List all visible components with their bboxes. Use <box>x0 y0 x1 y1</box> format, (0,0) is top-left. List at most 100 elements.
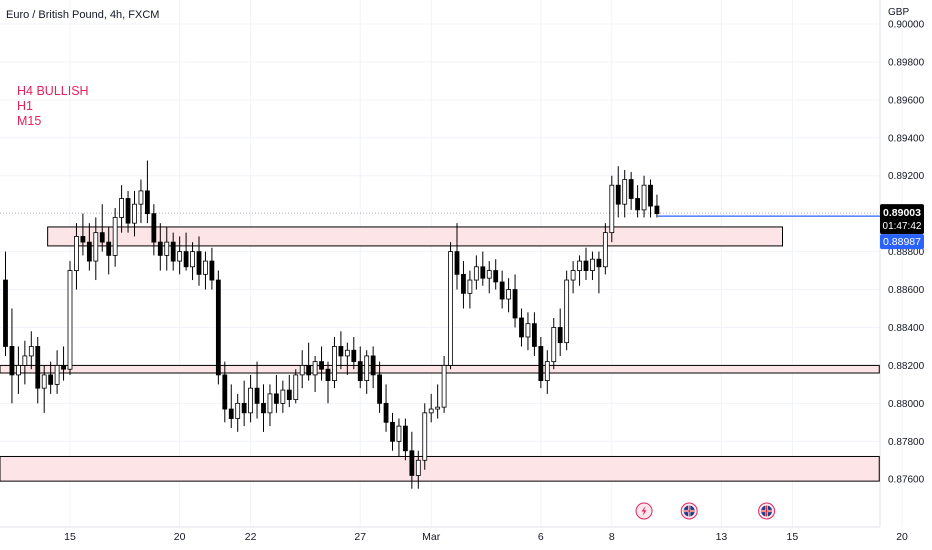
candle-body <box>228 408 234 419</box>
price-tick-label: 0.89400 <box>888 133 925 144</box>
candle-body <box>9 346 15 376</box>
candle-body <box>396 425 402 442</box>
candle-body <box>641 184 647 211</box>
price-axis-unit: GBP <box>888 7 910 18</box>
bid-price-label: 0.88987 <box>883 236 921 248</box>
candle-body <box>519 317 524 338</box>
candle-body <box>596 258 602 268</box>
candle-body <box>499 281 505 300</box>
support-resistance-zone[interactable] <box>47 226 783 247</box>
candle-body <box>461 273 466 294</box>
price-tick-label: 0.90000 <box>888 19 925 30</box>
candle-body <box>525 323 531 338</box>
note-m15: M15 <box>17 114 42 128</box>
candle-body <box>344 349 350 357</box>
candle-body <box>428 408 434 414</box>
bar-countdown-label: 01:47:42 <box>883 221 922 232</box>
candle-body <box>615 184 621 205</box>
price-tick-label: 0.89600 <box>888 95 925 106</box>
annotation-notes: H4 BULLISH H1 M15 <box>17 84 89 129</box>
candle-body <box>138 190 144 205</box>
candle-body <box>306 365 312 376</box>
candle-body <box>473 266 479 281</box>
candle-body <box>577 260 582 271</box>
current-price-label-box <box>880 204 924 235</box>
candle-body <box>248 387 254 414</box>
candle-body <box>99 232 105 243</box>
candle-body <box>622 179 628 205</box>
candle-body <box>635 198 640 211</box>
time-tick-label: 20 <box>896 531 908 543</box>
candle-body <box>241 402 247 414</box>
candle-body <box>119 198 124 218</box>
candle-body <box>164 241 170 256</box>
support-resistance-zone[interactable] <box>0 455 880 482</box>
candle-body <box>299 365 305 376</box>
candle-body <box>486 270 492 279</box>
time-tick-label: 27 <box>354 531 366 543</box>
candle-body <box>157 241 163 256</box>
candle-body <box>80 236 86 243</box>
time-tick-label: 8 <box>609 531 615 543</box>
price-tick-label: 0.89200 <box>888 171 925 182</box>
candle-body <box>467 279 473 294</box>
candle-body <box>377 374 383 404</box>
candle-body <box>654 205 660 215</box>
candle-body <box>125 198 131 224</box>
candle-body <box>383 402 389 423</box>
candle-body <box>441 365 447 408</box>
candle-body <box>370 355 376 376</box>
price-tick-label: 0.88400 <box>888 323 925 334</box>
candle-body <box>357 361 363 381</box>
candle-body <box>215 279 221 376</box>
candle-body <box>506 289 512 300</box>
time-tick-label: 13 <box>716 531 728 543</box>
price-tick-label: 0.89800 <box>888 57 925 68</box>
candle-body <box>286 389 292 400</box>
candle-body <box>415 459 421 476</box>
candle-body <box>544 361 550 381</box>
candle-body <box>3 279 8 347</box>
candle-body <box>209 260 215 281</box>
candle-body <box>112 217 118 256</box>
candle-body <box>61 365 66 370</box>
candle-body <box>86 241 92 262</box>
candle-body <box>235 402 241 419</box>
candle-body <box>332 346 337 381</box>
time-tick-label: 22 <box>245 531 257 543</box>
candle-body <box>325 368 331 381</box>
candle-body <box>144 190 150 215</box>
symbol-title: Euro / British Pound, 4h, FXCM <box>6 9 160 21</box>
candle-body <box>454 251 460 275</box>
candle-body <box>364 355 370 381</box>
time-tick-label: 15 <box>64 531 76 543</box>
price-tick-label: 0.88200 <box>888 361 925 372</box>
candle-body <box>254 387 260 404</box>
candle-body <box>422 412 428 461</box>
support-resistance-zone[interactable] <box>0 364 880 374</box>
candle-body <box>196 251 202 275</box>
candle-body <box>28 346 34 357</box>
candle-body <box>538 346 544 381</box>
candle-body <box>435 406 441 410</box>
candle-body <box>312 361 318 376</box>
candle-body <box>280 389 286 404</box>
candle-body <box>41 374 47 389</box>
candle-body <box>532 323 537 347</box>
candle-body <box>15 365 21 376</box>
candle-body <box>557 327 563 344</box>
candle-body <box>512 289 518 319</box>
candle-body <box>551 327 557 363</box>
time-tick-label: 6 <box>538 531 544 543</box>
candle-body <box>35 346 41 389</box>
candle-body <box>48 374 54 385</box>
candle-body <box>93 232 99 262</box>
candle-body <box>319 361 324 370</box>
candle-body <box>564 279 570 344</box>
candle-body <box>151 213 157 243</box>
flash-glyph <box>641 506 647 516</box>
candle-body <box>602 232 608 268</box>
candle-body <box>390 421 395 442</box>
